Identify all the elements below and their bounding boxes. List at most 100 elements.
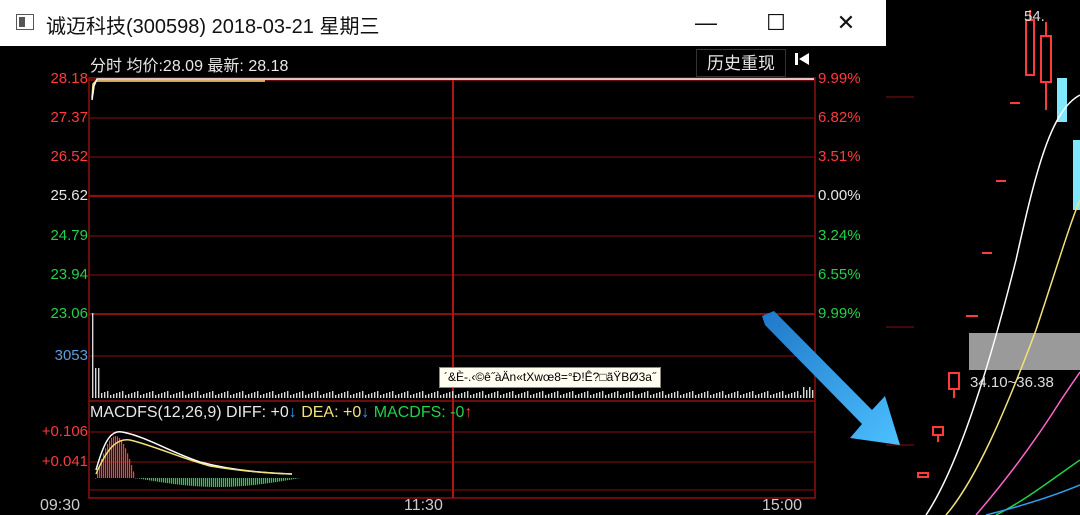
macd-bar [291, 478, 293, 480]
volume-bar [320, 395, 322, 398]
volume-bar [347, 391, 349, 398]
volume-bar [725, 395, 727, 398]
volume-bar [557, 391, 559, 398]
volume-bar [644, 392, 646, 398]
volume-bar [152, 391, 154, 398]
header-info: 分时 均价:28.09 最新: 28.18 [90, 52, 288, 76]
volume-bar [269, 392, 271, 398]
volume-bar [167, 391, 169, 398]
volume-bar [629, 392, 631, 398]
skip-back-icon[interactable] [788, 49, 816, 77]
macd-bar [263, 478, 265, 484]
volume-bar [377, 391, 379, 398]
volume-bar [662, 391, 664, 398]
volume-bar [329, 392, 331, 398]
mode-label: 分时 [90, 58, 123, 75]
macd-bar [163, 478, 165, 483]
macd-bar [223, 478, 225, 487]
macd-bar [159, 478, 161, 482]
volume-bar [500, 395, 502, 398]
macd-bar [145, 478, 147, 480]
volume-bar [242, 391, 244, 398]
volume-bar [413, 394, 415, 398]
volume-bar [584, 392, 586, 398]
time-label-midday: 11:30 [404, 497, 443, 514]
close-button[interactable]: ✕ [836, 10, 856, 35]
time-label-open: 09:30 [40, 497, 81, 514]
volume-bar [440, 395, 442, 398]
volume-bar [512, 391, 514, 398]
latest-price-value: 28.18 [248, 58, 289, 75]
volume-bar [308, 394, 310, 398]
macd-bar [179, 478, 181, 485]
volume-bar [737, 391, 739, 398]
volume-bar [806, 390, 808, 398]
macd-bar [249, 478, 251, 486]
volume-bar [581, 393, 583, 398]
history-replay-button[interactable]: 历史重现 [696, 49, 786, 77]
dea-value: +0 [343, 404, 362, 421]
volume-bar [617, 391, 619, 398]
volume-bar [632, 391, 634, 398]
maximize-button[interactable]: ☐ [766, 10, 786, 35]
volume-bar [266, 393, 268, 398]
macd-bar [283, 478, 285, 481]
volume-bar [755, 395, 757, 398]
volume-bar [620, 395, 622, 398]
volume-bar [788, 394, 790, 398]
macd-bar [287, 478, 289, 481]
volume-bar [218, 394, 220, 398]
volume-bar [170, 395, 172, 398]
volume-bar [779, 392, 781, 398]
volume-bar [182, 391, 184, 398]
volume-bar [647, 391, 649, 398]
volume-bar [362, 391, 364, 398]
macd-bar [141, 478, 143, 480]
volume-bar [215, 395, 217, 398]
minimize-button[interactable]: — [695, 10, 717, 35]
volume-bar [272, 391, 274, 398]
volume-bar [455, 395, 457, 398]
volume-bar [692, 391, 694, 398]
macd-bar [231, 478, 233, 487]
macd-bar [155, 478, 157, 482]
volume-bar [314, 392, 316, 398]
macd-bar [161, 478, 163, 483]
volume-bar [326, 393, 328, 398]
candle [1040, 35, 1052, 83]
right-axis-label: 6.55% [818, 266, 861, 283]
intraday-chart[interactable] [0, 0, 886, 515]
volume-bar [503, 394, 505, 398]
macd-dea-line [95, 438, 293, 475]
macd-bar [101, 458, 103, 478]
macd-title: MACDFS(12,26,9) DIFF: +0↓ DEA: +0↓ MACDF… [90, 404, 472, 422]
macd-bar [207, 478, 209, 487]
macd-bar [297, 478, 299, 479]
volume-bar [437, 391, 439, 398]
title-bar[interactable]: 诚迈科技(300598) 2018-03-21 星期三 — ☐ ✕ [0, 0, 886, 46]
candle [1073, 140, 1080, 210]
volume-bar [110, 395, 112, 398]
volume-bar [482, 391, 484, 398]
volume-bar [365, 395, 367, 398]
avg-price-label: 均价: [126, 58, 163, 75]
volume-bar [398, 394, 400, 398]
macd-bar [233, 478, 235, 487]
macd-bar [129, 458, 131, 478]
volume-bar [464, 392, 466, 398]
volume-bar [428, 394, 430, 398]
price-line [91, 78, 814, 101]
volume-bar [425, 395, 427, 398]
volume-bar [323, 394, 325, 398]
volume-bar [746, 393, 748, 398]
down-arrow-icon: ↓ [288, 404, 297, 421]
volume-bar [761, 393, 763, 398]
volume-bar [317, 391, 319, 398]
volume-bar [431, 393, 433, 398]
volume-bar [575, 395, 577, 398]
macd-bar [191, 478, 193, 486]
volume-bar [794, 392, 796, 398]
chart-area[interactable] [0, 46, 886, 515]
macd-bar [253, 478, 255, 486]
volume-bar [599, 392, 601, 398]
